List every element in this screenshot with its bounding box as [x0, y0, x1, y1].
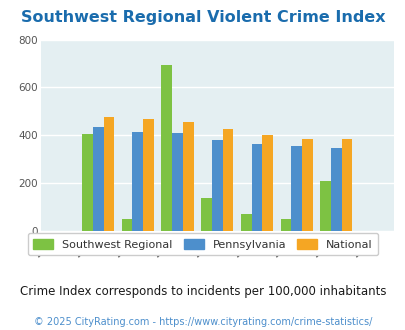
Bar [182, 122, 193, 231]
Bar [211, 140, 222, 231]
Bar [320, 181, 330, 231]
Bar [132, 132, 143, 231]
Bar [93, 127, 103, 231]
Bar [172, 133, 182, 231]
Bar [240, 214, 251, 231]
Bar [262, 135, 272, 231]
Bar [290, 146, 301, 231]
Bar [341, 139, 352, 231]
Bar [330, 148, 341, 231]
Bar [161, 65, 172, 231]
Bar [122, 219, 132, 231]
Text: Southwest Regional Violent Crime Index: Southwest Regional Violent Crime Index [21, 10, 384, 25]
Bar [200, 197, 211, 231]
Text: Crime Index corresponds to incidents per 100,000 inhabitants: Crime Index corresponds to incidents per… [20, 285, 385, 298]
Bar [82, 134, 93, 231]
Bar [103, 116, 114, 231]
Bar [143, 118, 153, 231]
Legend: Southwest Regional, Pennsylvania, National: Southwest Regional, Pennsylvania, Nation… [28, 233, 377, 255]
Bar [251, 144, 262, 231]
Bar [280, 219, 290, 231]
Text: © 2025 CityRating.com - https://www.cityrating.com/crime-statistics/: © 2025 CityRating.com - https://www.city… [34, 317, 371, 327]
Bar [301, 139, 312, 231]
Bar [222, 129, 233, 231]
